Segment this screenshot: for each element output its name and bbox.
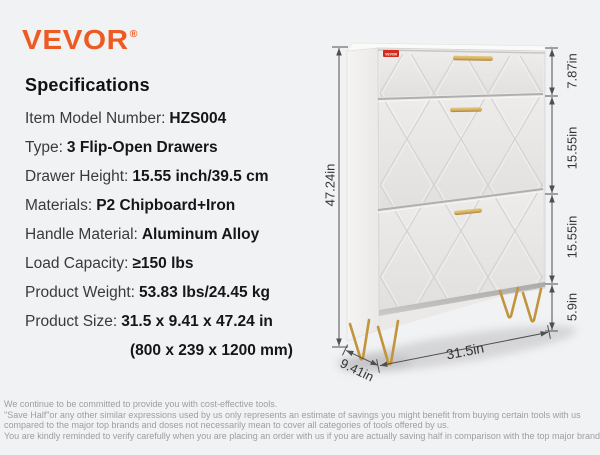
spec-value: Aluminum Alloy	[141, 226, 260, 243]
spec-value: 3 Flip-Open Drawers	[66, 139, 218, 156]
drawer-top	[380, 54, 543, 97]
spec-row-load-capacity: Load Capacity: ≥150 lbs	[25, 249, 345, 278]
spec-label: Drawer Height:	[25, 168, 129, 185]
disclaimer-line: compared to the major top brands and dos…	[4, 420, 450, 431]
spec-label: Item Model Number:	[25, 110, 166, 127]
cabinet-brand-tag-text: VEVOR	[385, 52, 397, 56]
registered-trademark-icon: ®	[129, 28, 138, 40]
dim-tick	[547, 325, 551, 339]
spec-row-product-weight: Product Weight: 53.83 lbs/24.45 kg	[25, 278, 345, 307]
leg-back-right	[498, 286, 520, 319]
spec-label: Product Weight:	[25, 284, 135, 301]
disclaimer-footer: We continue to be committed to provide y…	[4, 399, 600, 442]
spec-row-handle-material: Handle Material: Aluminum Alloy	[25, 220, 345, 249]
cabinet-top-edge-line	[377, 49, 546, 54]
drawer-separator-2	[377, 188, 544, 211]
cabinet-body: VEVOR	[346, 42, 553, 366]
dim-tick	[341, 344, 349, 356]
dim-label-total-height: 47.24in	[322, 163, 338, 207]
specifications-heading: Specifications	[25, 75, 150, 95]
spec-value: HZS004	[169, 110, 227, 127]
spec-label: Type:	[25, 139, 63, 156]
drawer-bottom	[380, 191, 543, 309]
dim-label-bottom-drawer: 15.55in	[564, 215, 580, 259]
cabinet-bottom-strip	[379, 282, 545, 316]
spec-label: Materials:	[25, 197, 93, 214]
disclaimer-line: "Save Half"or any other similar expressi…	[4, 409, 581, 420]
dimension-lines	[332, 46, 558, 373]
spec-value: 53.83 lbs/24.45 kg	[139, 284, 270, 301]
drawer-separator-1	[377, 93, 544, 100]
dim-line-depth	[345, 349, 379, 366]
drawer-middle	[380, 96, 543, 208]
disclaimer-line: We continue to be committed to provide y…	[4, 399, 278, 409]
handle-middle-drawer	[450, 107, 483, 113]
spec-list: Item Model Number: HZS004 Type: 3 Flip-Ope…	[25, 104, 345, 365]
spec-label: Load Capacity:	[25, 255, 129, 272]
spec-label: Handle Material:	[25, 226, 138, 243]
spec-value-product-size-mm: (800 x 239 x 1200 mm)	[130, 342, 293, 359]
dim-label-mid-drawer: 15.55in	[564, 126, 580, 170]
spec-value: 31.5 x 9.41 x 47.24 in	[121, 313, 273, 330]
spec-row-model: Item Model Number: HZS004	[25, 104, 345, 133]
disclaimer-line: You are kindly reminded to verify carefu…	[4, 431, 600, 442]
spec-row-drawer-height: Drawer Height: 15.55 inch/39.5 cm	[25, 162, 345, 191]
drawer-separator-1-highlight	[377, 96, 544, 102]
spec-row-materials: Materials: P2 Chipboard+Iron	[25, 191, 345, 220]
spec-row-product-size: Product Size: 31.5 x 9.41 x 47.24 in	[25, 307, 345, 336]
spec-value: 15.55 inch/39.5 cm	[132, 168, 269, 185]
drawer-handles	[450, 55, 493, 216]
cabinet-brand-tag: VEVOR	[383, 50, 399, 57]
spec-label: Product Size:	[25, 313, 118, 330]
drawer-separator-2-highlight	[377, 191, 544, 213]
vevor-logo-text: VEVOR	[22, 24, 129, 55]
vevor-logo: VEVOR®	[22, 24, 137, 56]
leg-back-right-2	[521, 287, 543, 323]
handle-top-drawer	[452, 55, 493, 61]
cabinet-base-board	[379, 292, 502, 331]
handle-bottom-drawer	[454, 208, 482, 216]
dim-line-width	[379, 331, 549, 367]
cabinet-side-panel	[346, 47, 382, 342]
dim-label-top-drawer: 7.87in	[564, 53, 580, 89]
dim-label-legs: 5.9in	[564, 292, 580, 322]
spec-value: ≥150 lbs	[132, 255, 194, 272]
spec-value: P2 Chipboard+Iron	[96, 197, 236, 214]
spec-row-type: Type: 3 Flip-Open Drawers	[25, 133, 345, 162]
